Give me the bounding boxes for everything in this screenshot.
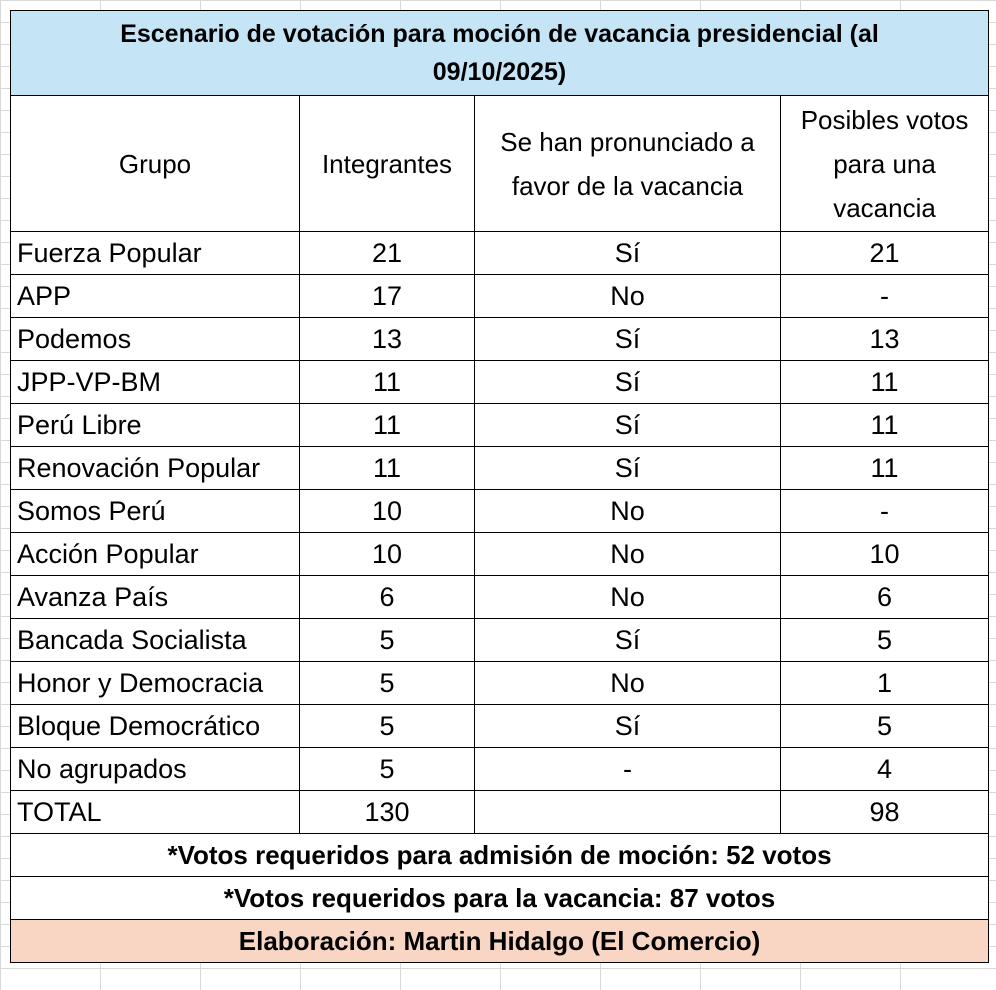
pronounced-cell[interactable]: Sí (474, 704, 781, 748)
possible-votes-cell[interactable]: 11 (779, 360, 990, 404)
pronounced-cell[interactable]: Sí (474, 360, 781, 404)
members-cell[interactable]: 5 (299, 618, 475, 662)
members-cell[interactable]: 11 (299, 446, 475, 490)
pronounced-cell[interactable]: No (474, 489, 781, 533)
group-name-cell[interactable]: No agrupados (10, 747, 300, 791)
members-cell[interactable]: 5 (299, 704, 475, 748)
pronounced-cell[interactable]: - (474, 747, 781, 791)
total-row: TOTAL 130 98 (10, 790, 990, 834)
group-name-cell[interactable]: Acción Popular (10, 532, 300, 576)
credit-note[interactable]: Elaboración: Martin Hidalgo (El Comercio… (9, 919, 990, 963)
table-row: Honor y Democracia 5 No 1 (10, 661, 990, 705)
pronounced-cell[interactable]: Sí (474, 446, 781, 490)
group-name-cell[interactable]: Avanza País (10, 575, 300, 619)
members-cell[interactable]: 13 (299, 317, 475, 361)
members-cell[interactable]: 11 (299, 403, 475, 447)
vacancy-votes-note[interactable]: *Votos requeridos para la vacancia: 87 v… (9, 876, 990, 920)
pronounced-cell[interactable]: No (474, 532, 781, 576)
possible-votes-cell[interactable]: 11 (779, 446, 990, 490)
vote-scenario-table: Escenario de votación para moción de vac… (9, 10, 990, 963)
table-row: Avanza País 6 No 6 (10, 575, 990, 619)
members-cell[interactable]: 5 (299, 747, 475, 791)
group-name-cell[interactable]: Podemos (10, 317, 300, 361)
members-cell[interactable]: 11 (299, 360, 475, 404)
table-row: Bancada Socialista 5 Sí 5 (10, 618, 990, 662)
members-cell[interactable]: 10 (299, 532, 475, 576)
admission-votes-note[interactable]: *Votos requeridos para admisión de moció… (9, 833, 990, 877)
members-cell[interactable]: 5 (299, 661, 475, 705)
total-possible-votes-cell[interactable]: 98 (779, 790, 990, 834)
header-cell-possible-votes[interactable]: Posibles votos para una vacancia (779, 95, 990, 232)
possible-votes-cell[interactable]: - (779, 489, 990, 533)
pronounced-cell[interactable]: No (474, 575, 781, 619)
pronounced-cell[interactable]: Sí (474, 403, 781, 447)
group-name-cell[interactable]: Somos Perú (10, 489, 300, 533)
pronounced-cell[interactable]: No (474, 274, 781, 318)
group-name-cell[interactable]: Bloque Democrático (10, 704, 300, 748)
total-pronounced-cell[interactable] (474, 790, 781, 834)
possible-votes-cell[interactable]: 11 (779, 403, 990, 447)
members-cell[interactable]: 10 (299, 489, 475, 533)
table-title-cell[interactable]: Escenario de votación para moción de vac… (9, 10, 990, 96)
title-row: Escenario de votación para moción de vac… (9, 10, 990, 96)
group-name-cell[interactable]: JPP-VP-BM (10, 360, 300, 404)
table-row: Bloque Democrático 5 Sí 5 (10, 704, 990, 748)
table-row: APP 17 No - (10, 274, 990, 318)
table-row: Acción Popular 10 No 10 (10, 532, 990, 576)
header-members-label: Integrantes (321, 148, 453, 179)
pronounced-cell[interactable]: Sí (474, 317, 781, 361)
table-row: Renovación Popular 11 Sí 11 (10, 446, 990, 490)
table-row: Perú Libre 11 Sí 11 (10, 403, 990, 447)
possible-votes-cell[interactable]: 5 (779, 704, 990, 748)
possible-votes-cell[interactable]: 6 (779, 575, 990, 619)
table-title: Escenario de votación para moción de vac… (120, 20, 879, 86)
members-cell[interactable]: 17 (299, 274, 475, 318)
group-name-cell[interactable]: Honor y Democracia (10, 661, 300, 705)
possible-votes-cell[interactable]: 5 (779, 618, 990, 662)
pronounced-cell[interactable]: Sí (474, 231, 781, 275)
table-row: Podemos 13 Sí 13 (10, 317, 990, 361)
header-row: Grupo Integrantes Se han pronunciado a f… (10, 95, 990, 232)
total-members-cell[interactable]: 130 (299, 790, 475, 834)
group-name-cell[interactable]: Bancada Socialista (10, 618, 300, 662)
table-row: No agrupados 5 - 4 (10, 747, 990, 791)
table-row: Somos Perú 10 No - (10, 489, 990, 533)
possible-votes-cell[interactable]: 21 (779, 231, 990, 275)
header-cell-pronounced[interactable]: Se han pronunciado a favor de la vacanci… (474, 95, 781, 232)
possible-votes-cell[interactable]: 4 (779, 747, 990, 791)
group-name-cell[interactable]: Renovación Popular (10, 446, 300, 490)
group-name-cell[interactable]: APP (10, 274, 300, 318)
header-group-label: Grupo (118, 148, 192, 179)
note-row-vacancy: *Votos requeridos para la vacancia: 87 v… (9, 876, 990, 920)
header-possible-votes-label: Posibles votos para una vacancia (800, 104, 969, 223)
group-name-cell[interactable]: Perú Libre (10, 403, 300, 447)
members-cell[interactable]: 21 (299, 231, 475, 275)
credit-row: Elaboración: Martin Hidalgo (El Comercio… (9, 919, 990, 963)
possible-votes-cell[interactable]: 1 (779, 661, 990, 705)
table-row: Fuerza Popular 21 Sí 21 (10, 231, 990, 275)
possible-votes-cell[interactable]: 10 (779, 532, 990, 576)
header-cell-group[interactable]: Grupo (10, 95, 300, 232)
note-row-admission: *Votos requeridos para admisión de moció… (9, 833, 990, 877)
pronounced-cell[interactable]: Sí (474, 618, 781, 662)
possible-votes-cell[interactable]: - (779, 274, 990, 318)
pronounced-cell[interactable]: No (474, 661, 781, 705)
total-label-cell[interactable]: TOTAL (10, 790, 300, 834)
group-name-cell[interactable]: Fuerza Popular (10, 231, 300, 275)
header-pronounced-label: Se han pronunciado a favor de la vacanci… (500, 126, 755, 201)
members-cell[interactable]: 6 (299, 575, 475, 619)
table-row: JPP-VP-BM 11 Sí 11 (10, 360, 990, 404)
header-cell-members[interactable]: Integrantes (299, 95, 475, 232)
possible-votes-cell[interactable]: 13 (779, 317, 990, 361)
